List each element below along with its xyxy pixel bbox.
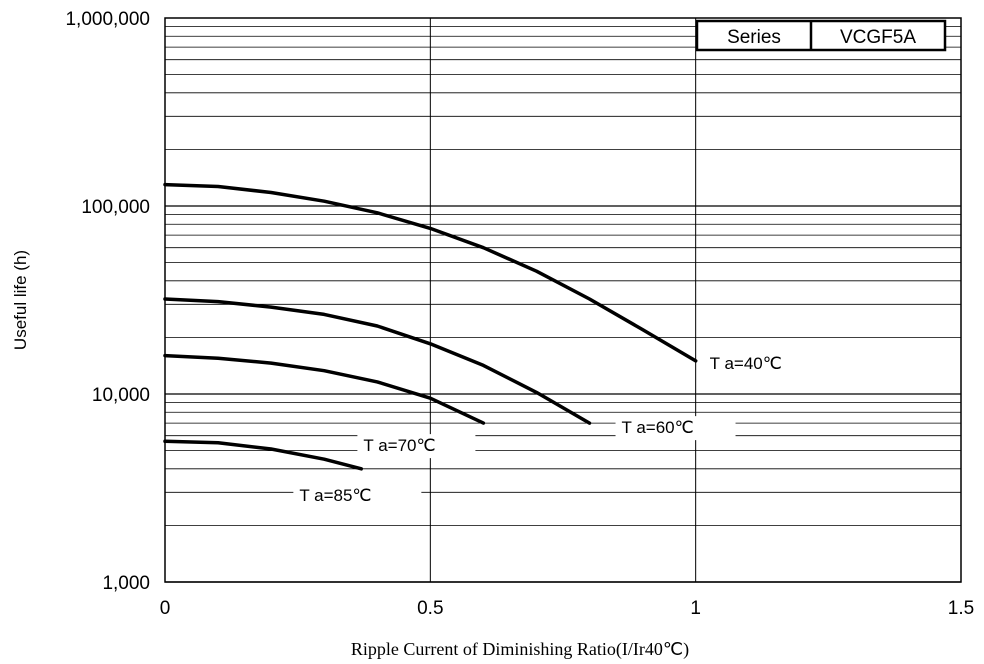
series-label: T a=60℃ [622, 418, 694, 437]
y-tick-label: 100,000 [81, 197, 150, 218]
x-axis-label: Ripple Current of Diminishing Ratio(I/Ir… [351, 639, 689, 660]
series-label-bg [703, 351, 804, 376]
series-label-bg [293, 483, 422, 508]
series-label-bg [357, 434, 476, 459]
x-tick-labels: 0 0.5 1 1.5 [160, 598, 975, 619]
x-tick-label: 0.5 [417, 598, 443, 619]
series-legend-box: Series VCGF5A [695, 19, 947, 52]
plot-frame [164, 17, 962, 583]
y-axis-label: Useful life (h) [11, 250, 30, 350]
series-labels: T a=40℃ T a=60℃ T a=70℃ T a=85℃ [293, 351, 804, 508]
series-line-3 [163, 439, 364, 471]
y-tick-label: 10,000 [92, 385, 150, 406]
y-tick-label: 1,000,000 [65, 9, 150, 30]
legend-frame [695, 19, 947, 52]
y-tick-label: 1,000 [102, 573, 150, 594]
x-tick-label: 0 [160, 598, 171, 619]
y-tick-labels: 1,000 10,000 100,000 1,000,000 [65, 9, 150, 594]
series-label: T a=85℃ [299, 486, 371, 505]
grid-lines [164, 18, 962, 583]
series-label-bg [615, 416, 736, 441]
legend-series-value: VCGF5A [840, 27, 916, 48]
series-label: T a=70℃ [363, 436, 435, 455]
series-line-0 [163, 182, 698, 363]
x-tick-label: 1.5 [948, 598, 974, 619]
series-line-1 [163, 297, 592, 425]
legend-series-label: Series [727, 27, 781, 48]
x-tick-label: 1 [690, 598, 701, 619]
series-line-2 [163, 353, 486, 425]
series-label: T a=40℃ [710, 354, 782, 373]
series-curves [163, 182, 698, 471]
